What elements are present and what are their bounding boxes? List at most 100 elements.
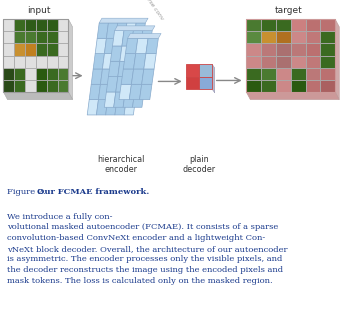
- Polygon shape: [14, 44, 25, 56]
- Polygon shape: [3, 31, 14, 44]
- Polygon shape: [199, 64, 212, 77]
- Text: We introduce a fully con-
volutional masked autoencoder (FCMAE). It consists of : We introduce a fully con- volutional mas…: [7, 213, 287, 285]
- Polygon shape: [25, 44, 36, 56]
- Polygon shape: [276, 68, 291, 80]
- Polygon shape: [261, 44, 276, 56]
- Polygon shape: [36, 19, 47, 31]
- Polygon shape: [115, 26, 155, 31]
- Polygon shape: [133, 54, 146, 69]
- Polygon shape: [95, 38, 106, 54]
- Polygon shape: [36, 80, 47, 92]
- Polygon shape: [3, 44, 14, 56]
- Polygon shape: [276, 19, 291, 31]
- Polygon shape: [106, 23, 118, 38]
- Polygon shape: [3, 80, 14, 92]
- Polygon shape: [212, 64, 215, 93]
- Polygon shape: [115, 99, 126, 115]
- Polygon shape: [276, 44, 291, 56]
- Polygon shape: [47, 31, 57, 44]
- Polygon shape: [261, 80, 276, 92]
- Polygon shape: [47, 44, 57, 56]
- Polygon shape: [114, 92, 125, 107]
- Polygon shape: [130, 54, 141, 69]
- Polygon shape: [36, 31, 47, 44]
- Polygon shape: [246, 19, 261, 31]
- Polygon shape: [25, 80, 36, 92]
- Polygon shape: [136, 38, 148, 54]
- Polygon shape: [114, 38, 125, 54]
- Polygon shape: [186, 77, 199, 89]
- Text: target: target: [275, 6, 303, 15]
- Polygon shape: [47, 68, 57, 80]
- Polygon shape: [261, 68, 276, 80]
- Polygon shape: [99, 18, 148, 23]
- Polygon shape: [57, 56, 68, 68]
- Polygon shape: [246, 92, 339, 99]
- Polygon shape: [320, 56, 335, 68]
- Polygon shape: [335, 19, 339, 99]
- Polygon shape: [47, 56, 57, 68]
- Polygon shape: [104, 38, 116, 54]
- Polygon shape: [291, 80, 305, 92]
- Polygon shape: [101, 69, 112, 84]
- Polygon shape: [144, 54, 156, 69]
- Polygon shape: [133, 92, 144, 107]
- Polygon shape: [25, 31, 36, 44]
- Polygon shape: [3, 56, 14, 68]
- Polygon shape: [291, 56, 305, 68]
- Polygon shape: [106, 77, 118, 92]
- Polygon shape: [93, 54, 104, 69]
- Polygon shape: [246, 68, 261, 80]
- Polygon shape: [36, 68, 47, 80]
- Polygon shape: [186, 64, 199, 77]
- Polygon shape: [96, 99, 108, 115]
- Polygon shape: [305, 56, 320, 68]
- Polygon shape: [199, 77, 212, 89]
- Polygon shape: [122, 31, 133, 46]
- Polygon shape: [305, 19, 320, 31]
- Polygon shape: [291, 68, 305, 80]
- Text: Our FCMAE framework.: Our FCMAE framework.: [37, 188, 149, 196]
- Polygon shape: [57, 19, 68, 31]
- Polygon shape: [25, 19, 36, 31]
- Polygon shape: [246, 56, 261, 68]
- Polygon shape: [25, 68, 36, 80]
- Polygon shape: [36, 44, 47, 56]
- Polygon shape: [132, 38, 143, 54]
- Polygon shape: [119, 69, 130, 84]
- Polygon shape: [261, 31, 276, 44]
- Polygon shape: [137, 61, 148, 77]
- Polygon shape: [129, 46, 141, 61]
- Polygon shape: [134, 23, 145, 38]
- Polygon shape: [127, 61, 139, 77]
- Polygon shape: [124, 99, 135, 115]
- Polygon shape: [131, 31, 143, 46]
- Polygon shape: [104, 92, 116, 107]
- Polygon shape: [117, 84, 128, 99]
- Polygon shape: [141, 31, 152, 46]
- Polygon shape: [121, 54, 132, 69]
- Polygon shape: [126, 84, 137, 99]
- Polygon shape: [116, 23, 127, 38]
- Polygon shape: [139, 46, 150, 61]
- Polygon shape: [57, 44, 68, 56]
- Polygon shape: [131, 69, 144, 84]
- Polygon shape: [14, 19, 25, 31]
- Polygon shape: [97, 23, 108, 38]
- Polygon shape: [36, 56, 47, 68]
- Polygon shape: [125, 23, 136, 38]
- Polygon shape: [110, 69, 121, 84]
- Polygon shape: [57, 68, 68, 80]
- Polygon shape: [25, 56, 36, 68]
- Polygon shape: [128, 69, 140, 84]
- Polygon shape: [113, 31, 124, 46]
- Polygon shape: [91, 69, 103, 84]
- Polygon shape: [116, 77, 127, 92]
- Polygon shape: [320, 80, 335, 92]
- Text: hierarchical
encoder: hierarchical encoder: [98, 155, 145, 174]
- Polygon shape: [134, 77, 146, 92]
- Polygon shape: [3, 68, 14, 80]
- Polygon shape: [305, 44, 320, 56]
- Polygon shape: [14, 80, 25, 92]
- Polygon shape: [98, 84, 110, 99]
